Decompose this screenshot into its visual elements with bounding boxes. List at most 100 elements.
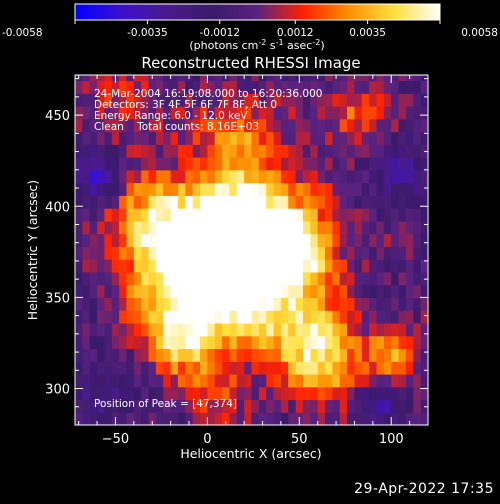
heatmap-cell [141, 399, 150, 413]
heatmap-cell [111, 322, 120, 337]
heatmap-cell [163, 335, 172, 350]
heatmap-cell [258, 259, 267, 273]
heatmap-cell [155, 144, 164, 158]
heatmap-cell [75, 182, 83, 196]
heatmap-cell [325, 399, 333, 413]
heatmap-cell [280, 169, 289, 184]
heatmap-cell [133, 208, 142, 222]
heatmap-cell [361, 220, 370, 235]
heatmap-cell [295, 322, 304, 337]
heatmap-cell [376, 322, 385, 337]
heatmap-cell [310, 373, 319, 388]
heatmap-cell [82, 131, 91, 145]
heatmap-cell [104, 93, 113, 107]
heatmap-cell [369, 80, 378, 94]
heatmap-cell [280, 284, 289, 298]
heatmap-cell [354, 284, 363, 298]
heatmap-cell [405, 80, 414, 94]
heatmap-cell [376, 169, 385, 184]
heatmap-cell [302, 208, 311, 222]
heatmap-cell [354, 169, 363, 184]
heatmap-cell [163, 208, 172, 222]
heatmap-cell [391, 412, 400, 425]
heatmap-cell [251, 75, 260, 82]
heatmap-cell [185, 348, 194, 362]
heatmap-cell [354, 322, 363, 337]
heatmap-cell [339, 361, 348, 375]
heatmap-cell [214, 80, 223, 94]
heatmap-cell [200, 271, 208, 286]
heatmap-cell [192, 208, 201, 222]
heatmap-cell [222, 93, 231, 107]
heatmap-cell [75, 93, 83, 107]
heatmap-cell [405, 297, 414, 311]
heatmap-cell [222, 335, 231, 350]
heatmap-cell [97, 182, 106, 196]
heatmap-cell [420, 373, 428, 388]
heatmap-cell [288, 93, 297, 107]
heatmap-cell [177, 144, 186, 158]
heatmap-cell [236, 335, 245, 350]
heatmap-cell [111, 105, 120, 120]
heatmap-cell [119, 169, 128, 184]
heatmap-cell [75, 144, 83, 158]
heatmap-cell [317, 412, 326, 425]
heatmap-cell [317, 75, 326, 82]
heatmap-cell [273, 182, 282, 196]
heatmap-cell [163, 105, 172, 120]
heatmap-cell [302, 399, 311, 413]
heatmap-cell [163, 233, 172, 247]
heatmap-cell [126, 157, 135, 171]
heatmap-cell [266, 157, 275, 171]
heatmap-cell [75, 412, 83, 425]
heatmap-cell [119, 131, 128, 145]
heatmap-cell [104, 361, 113, 375]
heatmap-cell [236, 284, 245, 298]
heatmap-cell [258, 131, 267, 145]
heatmap-cell [325, 75, 333, 82]
heatmap-cell [280, 412, 289, 425]
heatmap-cell [288, 105, 297, 120]
heatmap-cell [229, 75, 238, 82]
heatmap-cell [383, 93, 392, 107]
heatmap-cell [214, 335, 223, 350]
heatmap-cell [361, 322, 370, 337]
heatmap-cell [214, 322, 223, 337]
heatmap-cell [141, 259, 150, 273]
heatmap-cell [155, 195, 164, 209]
heatmap-cell [398, 220, 407, 235]
heatmap-cell [141, 335, 150, 350]
heatmap-cell [222, 157, 231, 171]
heatmap-cell [119, 335, 128, 350]
heatmap-cell [155, 208, 164, 222]
heatmap-cell [207, 348, 216, 362]
heatmap-cell [361, 195, 370, 209]
heatmap-cell [214, 131, 223, 145]
heatmap-cell [207, 412, 216, 425]
heatmap-cell [361, 271, 370, 286]
heatmap-cell [251, 348, 260, 362]
heatmap-cell [251, 182, 260, 196]
heatmap-cell [104, 75, 113, 82]
heatmap-cell [369, 412, 378, 425]
heatmap-cell [104, 386, 113, 401]
heatmap-cell [119, 297, 128, 311]
heatmap-cell [207, 284, 216, 298]
heatmap-cell [214, 348, 223, 362]
heatmap-cell [75, 322, 83, 337]
heatmap-cell [280, 118, 289, 133]
heatmap-cell [119, 157, 128, 171]
heatmap-cell [405, 399, 414, 413]
heatmap-cell [155, 310, 164, 324]
heatmap-cell [302, 335, 311, 350]
heatmap-cell [155, 182, 164, 196]
heatmap-cell [302, 271, 311, 286]
heatmap-cell [214, 361, 223, 375]
heatmap-cell [398, 412, 407, 425]
heatmap-cell [236, 75, 245, 82]
heatmap-cell [111, 157, 120, 171]
heatmap-cell [369, 105, 378, 120]
heatmap-cell [288, 259, 297, 273]
heatmap-cell [89, 182, 98, 196]
